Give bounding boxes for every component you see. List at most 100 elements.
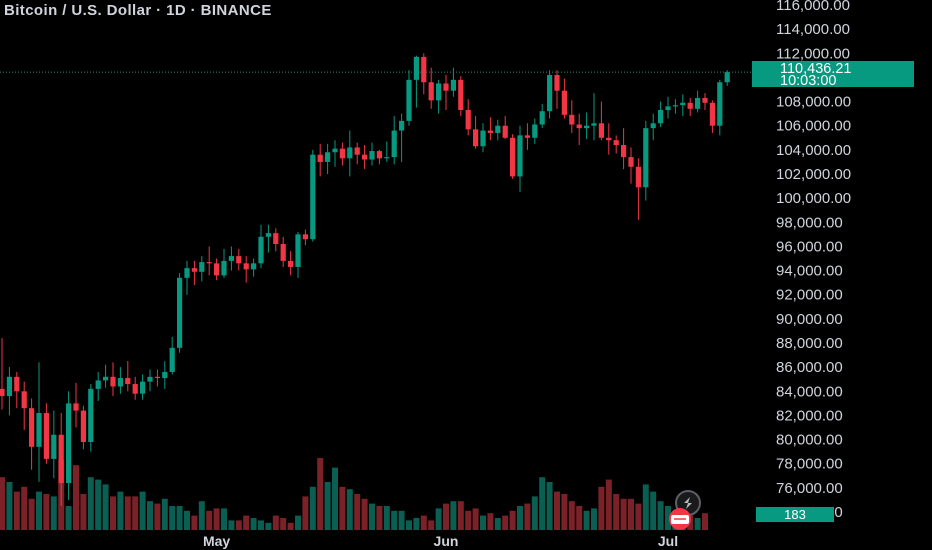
candle-body: [228, 256, 234, 261]
candle-body: [110, 376, 116, 387]
volume-bar: [87, 477, 94, 530]
candle-body: [154, 376, 160, 379]
volume-bar: [391, 510, 398, 530]
candle-body: [547, 75, 553, 112]
volume-bar: [665, 506, 671, 530]
candle-body: [206, 262, 212, 264]
volume-bar: [420, 515, 427, 530]
candle-body: [29, 408, 35, 447]
volume-bar: [117, 491, 124, 530]
candle-body: [288, 260, 294, 267]
volume-bar: [169, 506, 176, 530]
candle-body: [169, 347, 175, 372]
volume-bar: [354, 494, 361, 530]
candle-body: [665, 106, 671, 111]
candle-body: [95, 380, 101, 389]
candle-body: [635, 166, 641, 188]
volume-bar: [561, 494, 568, 530]
volume-bar: [472, 508, 479, 530]
y-tick-label: 86,000.00: [776, 359, 843, 376]
candle-body: [510, 137, 516, 177]
y-tick-label: 78,000.00: [776, 456, 843, 473]
candle-body: [362, 154, 368, 160]
volume-bar: [435, 508, 442, 530]
volume-bar: [450, 501, 457, 530]
volume-bar: [539, 477, 546, 530]
volume-bar: [139, 491, 146, 530]
volume-bar: [509, 510, 516, 530]
volume-bar: [191, 515, 198, 530]
candle-body: [221, 260, 227, 276]
volume-bar: [21, 486, 28, 530]
candle-body: [495, 125, 501, 133]
candle-body: [214, 263, 220, 276]
volume-value-tag: 183: [756, 507, 834, 522]
candle-body: [147, 376, 153, 382]
y-tick-label: 90,000.00: [776, 311, 843, 328]
y-tick-label: 114,000.00: [776, 21, 850, 38]
volume-bar: [184, 510, 190, 530]
candle-body: [598, 123, 604, 138]
y-tick-label: 94,000.00: [776, 263, 843, 280]
volume-bar: [258, 520, 264, 530]
y-tick-label: 80,000.00: [776, 432, 843, 449]
candle-body: [458, 79, 464, 111]
candle-body: [36, 413, 42, 447]
volume-bar: [280, 518, 287, 530]
candle-body: [502, 125, 508, 138]
candle-body: [384, 157, 390, 159]
y-tick-label: 76,000.00: [776, 480, 843, 497]
candle-body: [569, 114, 575, 125]
candle-body: [376, 151, 382, 159]
last-price-tag: 110,436.21 10:03:00: [752, 61, 914, 89]
volume-bar: [635, 503, 642, 530]
candle-body: [80, 410, 86, 442]
y-tick-label: 104,000.00: [776, 142, 851, 159]
candle-body: [302, 234, 308, 240]
volume-bar: [546, 482, 553, 530]
candle-body: [584, 125, 590, 129]
volume-bar: [502, 515, 509, 530]
volume-bar: [110, 496, 116, 530]
y-tick-label: 100,000.00: [776, 190, 851, 207]
candle-body: [184, 268, 190, 278]
candle-body: [339, 148, 345, 159]
volume-bar: [487, 513, 494, 530]
candle-body: [576, 124, 582, 129]
candle-body: [103, 376, 109, 381]
candle-body: [236, 256, 242, 264]
candle-body: [369, 151, 375, 160]
candle-body: [487, 130, 493, 133]
volume-bar: [657, 501, 664, 530]
candle-body: [687, 102, 693, 109]
volume-bar: [302, 496, 309, 530]
candle-body: [295, 234, 301, 267]
volume-bar: [605, 479, 612, 530]
candle-body: [643, 128, 649, 188]
volume-bar: [517, 506, 523, 530]
volume-bar: [206, 510, 213, 530]
candle-body: [6, 376, 12, 397]
candle-body: [243, 263, 249, 270]
volume-bar: [613, 494, 620, 530]
candle-body: [332, 148, 338, 153]
candle-body: [391, 130, 397, 158]
volume-bar: [576, 506, 583, 530]
last-price-value: 110,436.21: [780, 61, 852, 77]
candle-body: [354, 147, 360, 155]
candle-body: [532, 124, 538, 138]
candle-body: [310, 154, 316, 240]
y-tick-label: 92,000.00: [776, 287, 843, 304]
candle-body: [606, 137, 612, 141]
bar-countdown: 10:03:00: [780, 73, 837, 89]
volume-bar: [332, 467, 338, 530]
volume-bar: [642, 484, 649, 530]
volume-bar: [309, 486, 316, 530]
volume-bar: [457, 501, 464, 530]
volume-bar: [428, 520, 435, 530]
volume-bar: [73, 465, 79, 530]
volume-bar: [591, 508, 597, 530]
x-axis-label: May: [203, 533, 230, 549]
